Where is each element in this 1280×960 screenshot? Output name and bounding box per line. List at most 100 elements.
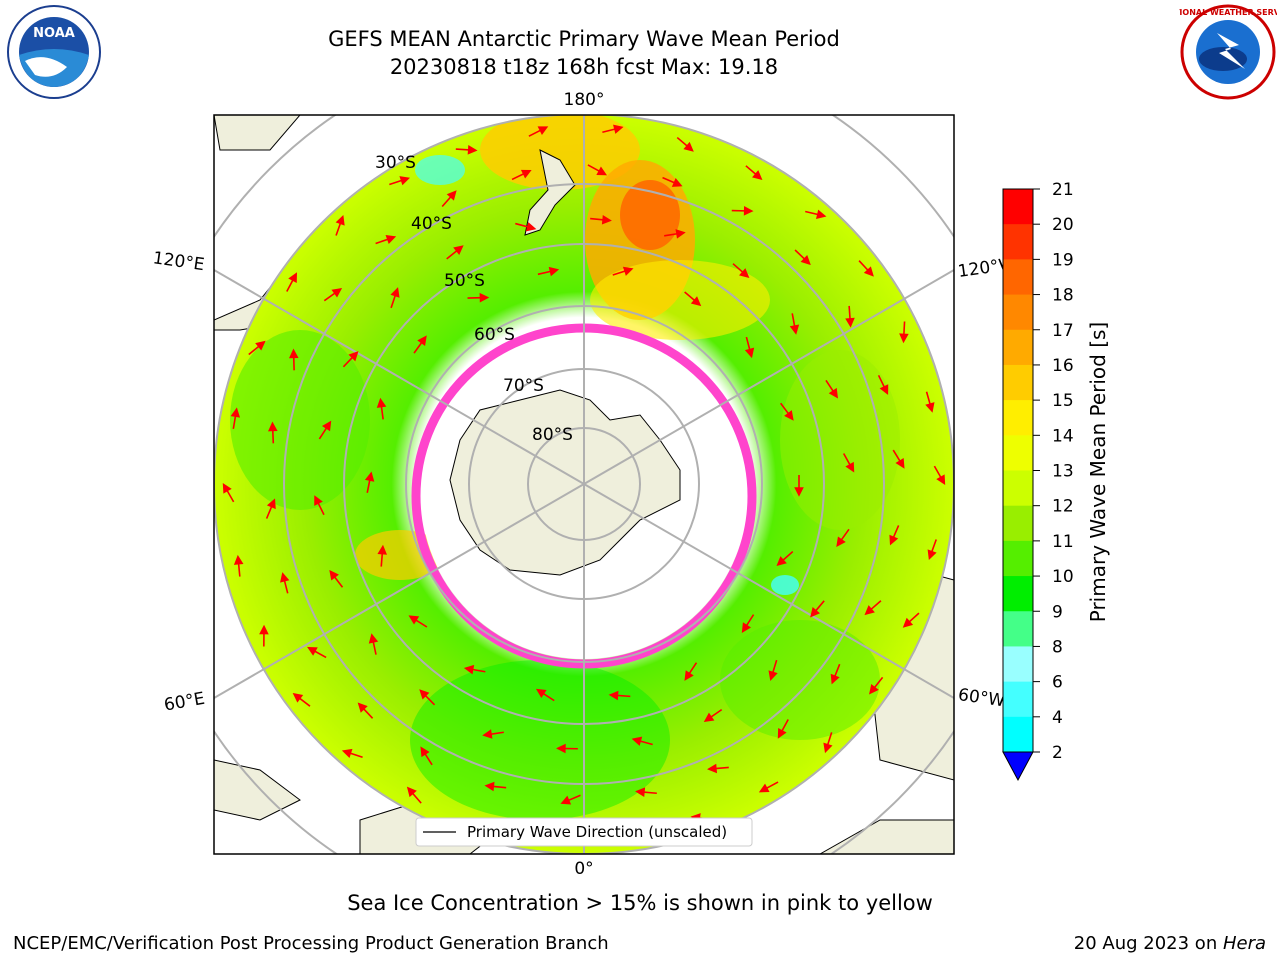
wave-arrow [877,374,889,395]
lat-label-80s: 80°S [532,425,573,445]
colorbar: 21 20 19 18 17 16 15 14 13 12 11 10 9 8 6 4 2 [1002,180,1074,782]
wave-arrow [419,689,436,706]
wave-arrow [732,263,750,279]
colorbar-tick-label: 14 [1052,426,1074,446]
wave-arrow [676,136,694,152]
wave-arrow [794,475,804,497]
colorbar-segment [1003,716,1033,753]
wave-arrow [933,465,946,486]
colorbar-tick-label: 18 [1052,286,1074,306]
wave-arrow [307,646,327,659]
legend-label: Primary Wave Direction (unscaled) [467,823,727,841]
wave-arrow [515,222,537,232]
sea-ice-caption: Sea Ice Concentration > 15% is shown in … [347,891,933,915]
colorbar-segment [1003,364,1033,401]
lat-label-30s: 30°S [375,153,416,173]
wave-arrow [684,662,698,681]
colorbar-segment [1003,681,1033,718]
wave-arrow [248,340,266,356]
wave-arrow [635,787,657,797]
wave-arrow [684,291,702,307]
wave-arrow [537,266,560,277]
colorbar-tick-label: 11 [1052,532,1074,552]
wave-arrow [889,525,900,546]
lon-label-180: 180° [564,90,605,110]
wave-arrow [703,708,723,723]
lon-label-60w: 60°W [957,685,1006,711]
footer-machine: Hera [1222,933,1266,954]
colorbar-label: Primary Wave Mean Period [s] [1086,321,1110,623]
colorbar-under-triangle [1002,751,1034,782]
wave-arrow [323,288,343,302]
wave-arrow [858,260,874,277]
wave-arrow [587,164,608,176]
wave-arrow [794,249,811,266]
lon-label-0: 0° [574,859,593,879]
wave-arrow [377,544,388,567]
colorbar-segment [1003,329,1033,366]
colorbar-segment [1003,646,1033,683]
wave-arrow [836,528,850,548]
graticule [214,115,954,854]
wave-arrow [892,449,905,469]
wave-arrow [662,176,683,187]
wave-arrow [864,600,882,616]
wave-arrow [375,234,397,245]
lat-label-40s: 40°S [411,214,452,234]
wave-arrow [413,335,427,354]
wave-arrow [329,569,344,588]
wave-arrow [560,794,581,805]
wave-arrow [233,554,244,577]
colorbar-segment [1003,259,1033,296]
colorbar-tick-label: 21 [1052,180,1074,200]
colorbar-tick-label: 15 [1052,391,1074,411]
colorbar-segment [1003,470,1033,507]
wave-arrow [805,209,827,219]
wave-arrow [744,336,755,359]
wave-arrow [314,495,325,516]
wave-arrow [556,743,578,754]
wave-arrow [335,214,345,236]
wave-arrow [902,612,920,628]
wave-arrow [777,719,789,739]
wave-arrow [420,746,433,766]
latitude-labels: 30°S 40°S 50°S 60°S 70°S 80°S [375,153,573,445]
wave-arrow [230,407,241,430]
map-legend: Primary Wave Direction (unscaled) [415,817,753,847]
wave-arrow [511,169,532,181]
wave-arrow [467,292,490,303]
lon-label-120e: 120°E [152,248,206,275]
wave-arrow [286,272,298,292]
wave-arrow [280,572,290,594]
wave-arrow [810,600,825,618]
wave-arrow [406,786,422,804]
colorbar-tick-label: 19 [1052,250,1074,270]
wave-arrow [664,229,686,239]
colorbar-tick-label: 8 [1052,637,1063,657]
wave-arrow [455,145,478,155]
wave-arrow [528,126,549,137]
colorbar-tick-label: 6 [1052,673,1063,693]
wave-arrow [780,402,794,421]
wave-arrow [612,266,634,276]
colorbar-tick-label: 16 [1052,356,1074,376]
wave-arrow [869,676,884,695]
chart-title: GEFS MEAN Antarctic Primary Wave Mean Pe… [328,27,840,51]
wave-arrow [268,421,278,444]
colorbar-tick-label: 4 [1052,708,1063,728]
lat-label-50s: 50°S [444,271,485,291]
colorbar-segment [1003,576,1033,612]
wave-arrow [768,659,778,681]
colorbar-segment [1003,189,1033,225]
wave-arrow [590,214,612,225]
wave-arrow [741,614,755,633]
wave-arrow [389,176,411,186]
colorbar-tick-label: 10 [1052,567,1074,587]
wave-arrow [925,391,935,413]
wave-arrow [341,748,363,759]
lat-label-70s: 70°S [503,376,544,396]
wave-arrow [842,453,855,473]
wave-arrow [845,305,855,328]
wave-arrow [390,287,400,309]
lon-label-60e: 60°E [163,689,207,716]
